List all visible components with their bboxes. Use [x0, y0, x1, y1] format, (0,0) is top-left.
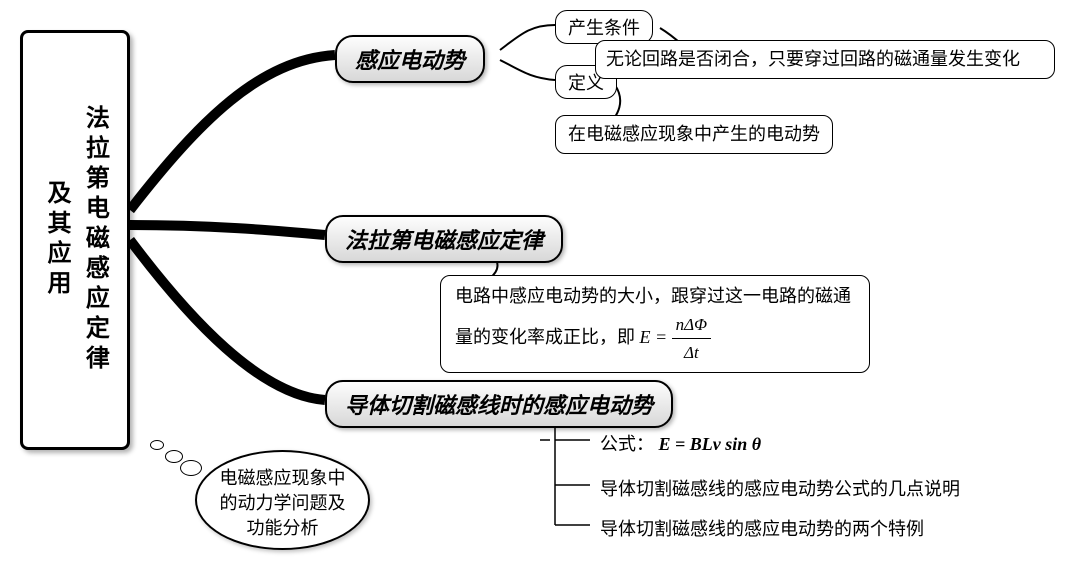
branch-cutting: 导体切割磁感线时的感应电动势: [325, 380, 673, 428]
cutting-line3-text: 导体切割磁感线的感应电动势的两个特例: [600, 519, 924, 539]
branch-cutting-label: 导体切割磁感线时的感应电动势: [345, 393, 653, 418]
root-node: 及其应用 法拉第电磁感应定律: [20, 30, 130, 450]
cutting-line2: 导体切割磁感线的感应电动势公式的几点说明: [600, 475, 960, 501]
sub-condition-label: 产生条件: [568, 18, 640, 38]
branch-emf-label: 感应电动势: [355, 48, 465, 73]
cutting-line1-formula: E = BLv sin θ: [659, 434, 762, 454]
cutting-line1-pre: 公式：: [600, 434, 654, 454]
branch-emf: 感应电动势: [335, 35, 485, 83]
desc-condition-text: 无论回路是否闭合，只要穿过回路的磁通量发生变化: [606, 49, 1020, 69]
desc-definition-text: 在电磁感应现象中产生的电动势: [568, 124, 820, 144]
desc-condition: 无论回路是否闭合，只要穿过回路的磁通量发生变化: [595, 40, 1055, 79]
thought-bubble-text: 电磁感应现象中的动力学问题及功能分析: [220, 468, 346, 538]
faraday-formula-lhs: E =: [640, 327, 668, 347]
root-title-col1: 法拉第电磁感应定律: [75, 105, 113, 375]
desc-definition: 在电磁感应现象中产生的电动势: [555, 115, 833, 154]
sub-condition: 产生条件: [555, 10, 653, 44]
cutting-line3: 导体切割磁感线的感应电动势的两个特例: [600, 515, 924, 541]
thought-bubble: 电磁感应现象中的动力学问题及功能分析: [195, 450, 370, 550]
faraday-formula-num: nΔΦ: [672, 311, 711, 339]
faraday-formula-frac: nΔΦ Δt: [672, 311, 711, 366]
bubble-dot-3: [180, 460, 202, 476]
branch-faraday-law: 法拉第电磁感应定律: [325, 215, 563, 263]
bubble-dot-1: [150, 440, 164, 450]
root-title-col2: 及其应用: [37, 180, 75, 300]
faraday-formula-den: Δt: [672, 339, 711, 366]
bubble-dot-2: [165, 450, 183, 463]
desc-faraday-law: 电路中感应电动势的大小，跟穿过这一电路的磁通量的变化率成正比，即 E = nΔΦ…: [440, 275, 870, 373]
branch-faraday-law-label: 法拉第电磁感应定律: [345, 228, 543, 253]
cutting-line2-text: 导体切割磁感线的感应电动势公式的几点说明: [600, 479, 960, 499]
cutting-line1: 公式： E = BLv sin θ: [600, 430, 761, 456]
